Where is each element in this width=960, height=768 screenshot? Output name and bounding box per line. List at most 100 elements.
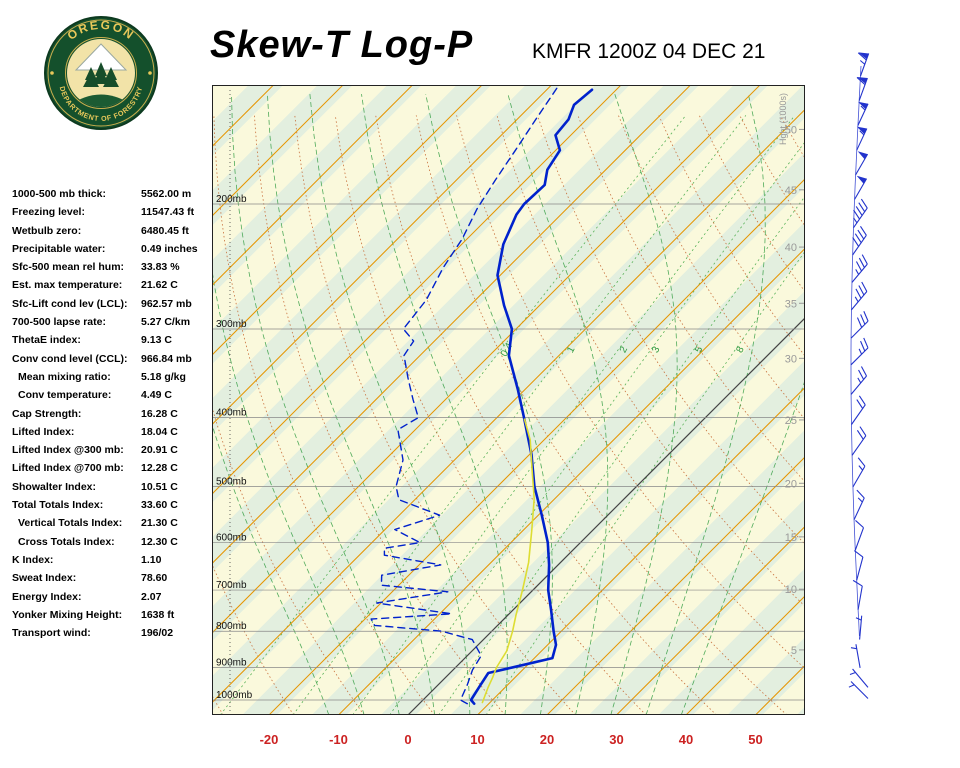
stat-row: Sweat Index: 78.60 xyxy=(12,570,212,588)
wind-profile-spine xyxy=(850,65,862,637)
wind-barb xyxy=(850,337,869,366)
wind-barb xyxy=(857,52,870,77)
stat-value: 21.62 C xyxy=(141,279,178,292)
stat-row: Conv temperature: 4.49 C xyxy=(12,387,212,405)
stat-row: Lifted Index @300 mb: 20.91 C xyxy=(12,442,212,460)
temp-tick-label: 10 xyxy=(470,732,484,747)
stat-value: 1638 ft xyxy=(141,608,175,621)
stat-label: Yonker Mixing Height: xyxy=(12,608,123,621)
station-datetime: KMFR 1200Z 04 DEC 21 xyxy=(532,40,766,63)
stat-label: Lifted Index: xyxy=(12,425,75,438)
stat-value: 5562.00 m xyxy=(141,188,192,200)
wind-barb xyxy=(851,426,867,456)
stat-label: Precipitable water: xyxy=(12,242,106,255)
stat-label: Sfc-Lift cond lev (LCL): xyxy=(12,297,128,310)
stat-row: Total Totals Index: 33.60 C xyxy=(12,497,212,515)
stat-row: Vertical Totals Index: 21.30 C xyxy=(12,515,212,533)
wind-barb xyxy=(852,457,866,488)
odf-logo: OREGON DEPARTMENT OF FORESTRY xyxy=(44,16,158,130)
stat-row: Yonker Mixing Height: 1638 ft xyxy=(12,607,212,625)
indices-panel: 1000-500 mb thick: 5562.00 m Freezing leve… xyxy=(12,186,212,643)
wind-barb xyxy=(853,550,864,581)
temp-tick-label: 40 xyxy=(679,732,693,747)
wind-barb xyxy=(853,198,868,229)
stat-value: 20.91 C xyxy=(141,444,178,457)
wind-barb xyxy=(855,151,869,176)
stat-value: 2.07 xyxy=(141,590,162,603)
temp-tick-label: 0 xyxy=(404,732,411,747)
stat-value: 12.30 C xyxy=(141,535,178,548)
wind-barb xyxy=(850,311,869,339)
logo-forest-scene xyxy=(67,43,135,107)
stat-row: Lifted Index @700 mb: 12.28 C xyxy=(12,460,212,478)
wind-barb xyxy=(854,520,865,551)
wind-barb xyxy=(849,668,869,688)
stat-row: 1000-500 mb thick: 5562.00 m xyxy=(12,186,212,204)
stat-label: Est. max temperature: xyxy=(12,279,123,292)
stat-label: Sweat Index: xyxy=(12,572,77,585)
wind-barb xyxy=(856,126,868,151)
wind-barb xyxy=(850,644,861,668)
stat-row: Cross Totals Index: 12.30 C xyxy=(12,534,212,552)
stat-row: Sfc-Lift cond lev (LCL): 962.57 mb xyxy=(12,296,212,314)
wind-barb xyxy=(850,366,868,395)
stat-label: 700-500 lapse rate: xyxy=(12,316,106,329)
wind-barb xyxy=(851,254,868,283)
stat-label: Transport wind: xyxy=(12,627,91,640)
temp-tick-label: -10 xyxy=(329,732,348,747)
stat-value: 966.84 mb xyxy=(141,352,192,365)
stat-value: 5.27 C/km xyxy=(141,316,191,329)
stat-row: Sfc-500 mean rel hum: 33.83 % xyxy=(12,259,212,277)
stat-value: 1.10 xyxy=(141,553,162,566)
logo-gold-ring-inner xyxy=(65,37,137,109)
temp-tick-label: -20 xyxy=(260,732,279,747)
stat-value: 0.49 inches xyxy=(141,242,198,255)
logo-right-dot xyxy=(148,71,152,75)
wind-barb xyxy=(852,226,867,256)
stat-value: 962.57 mb xyxy=(141,297,192,310)
stat-row: 700-500 lapse rate: 5.27 C/km xyxy=(12,314,212,332)
wind-barb xyxy=(853,489,865,520)
wind-barb-column xyxy=(848,52,870,699)
stat-value: 11547.43 ft xyxy=(141,206,195,219)
stat-label: Lifted Index @700 mb: xyxy=(12,462,124,475)
stat-row: K Index: 1.10 xyxy=(12,552,212,570)
temp-tick-label: 50 xyxy=(748,732,762,747)
stat-row: Freezing level: 11547.43 ft xyxy=(12,204,212,222)
wind-barb xyxy=(854,175,868,200)
stat-value: 5.18 g/kg xyxy=(141,370,186,383)
logo-gold-ring-outer xyxy=(47,19,155,127)
stat-label: Energy Index: xyxy=(12,590,82,603)
stat-label: Cross Totals Index: xyxy=(18,535,115,548)
stat-row: Lifted Index: 18.04 C xyxy=(12,424,212,442)
stat-label: ThetaE index: xyxy=(12,334,81,347)
page-title: Skew-T Log-P xyxy=(210,24,474,66)
stat-row: Conv cond level (CCL): 966.84 mb xyxy=(12,351,212,369)
stat-value: 16.28 C xyxy=(141,407,178,420)
stat-row: Mean mixing ratio: 5.18 g/kg xyxy=(12,369,212,387)
stat-value: 4.49 C xyxy=(141,389,172,402)
stat-label: Wetbulb zero: xyxy=(12,224,82,237)
stat-label: Total Totals Index: xyxy=(12,499,104,512)
skewt-plot-area xyxy=(212,85,805,715)
temp-axis-labels: -20 -10 0 10 20 30 40 50 xyxy=(260,732,763,747)
stat-row: Precipitable water: 0.49 inches xyxy=(12,241,212,259)
stat-value: 18.04 C xyxy=(141,425,178,438)
wind-barb xyxy=(851,395,866,425)
temp-tick-label: 20 xyxy=(540,732,554,747)
stat-row: Showalter Index: 10.51 C xyxy=(12,479,212,497)
stat-label: 1000-500 mb thick: xyxy=(12,188,106,200)
wind-barb xyxy=(855,615,863,640)
stat-label: Conv cond level (CCL): xyxy=(12,352,128,365)
stat-label: Sfc-500 mean rel hum: xyxy=(12,261,125,274)
stat-row: ThetaE index: 9.13 C xyxy=(12,332,212,350)
stat-row: Transport wind: 196/02 xyxy=(12,625,212,643)
wind-barb xyxy=(856,76,868,101)
stat-label: Mean mixing ratio: xyxy=(18,370,111,383)
stat-value: 6480.45 ft xyxy=(141,224,189,237)
stat-label: Freezing level: xyxy=(12,206,85,219)
stat-value: 21.30 C xyxy=(141,517,178,530)
wind-barb xyxy=(850,281,868,311)
stat-label: Cap Strength: xyxy=(12,407,82,420)
stat-value: 196/02 xyxy=(141,627,174,640)
